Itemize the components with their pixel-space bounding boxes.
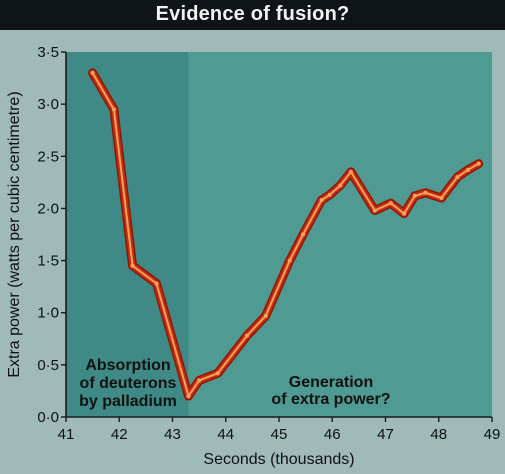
data-point — [130, 263, 135, 268]
data-point — [287, 258, 292, 263]
data-point — [215, 371, 220, 376]
data-point — [348, 169, 353, 174]
data-point — [388, 201, 393, 206]
y-tick-label: 3·5 — [37, 44, 59, 61]
plot-background — [66, 52, 492, 417]
x-tick-label: 44 — [217, 426, 234, 443]
data-point — [263, 313, 268, 318]
x-tick-label: 48 — [430, 426, 447, 443]
data-point — [338, 183, 343, 188]
data-point — [111, 107, 116, 112]
data-point — [300, 232, 305, 237]
x-axis-title: Seconds (thousands) — [203, 451, 354, 468]
x-tick-label: 47 — [377, 426, 394, 443]
data-point — [186, 394, 191, 399]
y-axis-title: Extra power (watts per cubic centimetre) — [6, 91, 23, 377]
x-tick-label: 42 — [111, 426, 128, 443]
data-point — [327, 192, 332, 197]
y-tick-label: 1·0 — [37, 305, 59, 322]
series-line — [88, 68, 484, 401]
data-point — [439, 196, 444, 200]
data-point — [476, 161, 481, 166]
y-tick-label: 0·5 — [37, 357, 59, 374]
x-ticks: 41 42 43 44 45 46 47 48 49 — [58, 417, 501, 443]
data-point — [154, 281, 159, 286]
x-tick-label: 49 — [484, 426, 501, 443]
title-bar: Evidence of fusion? — [0, 0, 505, 30]
x-tick-label: 45 — [271, 426, 288, 443]
y-tick-label: 1·5 — [37, 253, 59, 270]
annotation-absorption-line: Absorption — [85, 357, 170, 374]
data-point — [423, 190, 428, 195]
x-tick-label: 43 — [164, 426, 181, 443]
annotation-generation-line: of extra power? — [271, 391, 390, 408]
data-point — [319, 198, 324, 203]
chart: 0·00·51·01·52·02·53·03·5 41 42 43 44 45 46 47 4… — [6, 44, 501, 468]
series-line-highlight — [91, 71, 480, 398]
x-tick-label: 41 — [58, 426, 75, 443]
data-point — [372, 208, 377, 213]
data-point — [455, 175, 460, 180]
y-tick-label: 0·0 — [37, 409, 59, 426]
y-ticks: 0·0 0·5 1·0 1·5 2·0 2·5 3·0 3·5 — [37, 44, 66, 426]
annotation-absorption-line: by palladium — [79, 393, 177, 410]
y-tick-label: 2·0 — [37, 200, 59, 217]
shaded-region-1 — [188, 52, 492, 417]
data-point — [412, 193, 417, 198]
data-point — [197, 378, 202, 383]
annotation-generation-line: Generation — [289, 374, 373, 391]
y-tick-label: 3·0 — [37, 96, 59, 113]
x-tick-label: 46 — [324, 426, 341, 443]
y-tick-label: 2·5 — [37, 148, 59, 165]
data-point — [90, 70, 95, 75]
annotation-absorption-line: of deuterons — [80, 375, 177, 392]
data-point — [466, 167, 471, 172]
chart-title: Evidence of fusion? — [155, 3, 350, 25]
data-point — [245, 333, 250, 338]
data-point — [402, 211, 407, 216]
